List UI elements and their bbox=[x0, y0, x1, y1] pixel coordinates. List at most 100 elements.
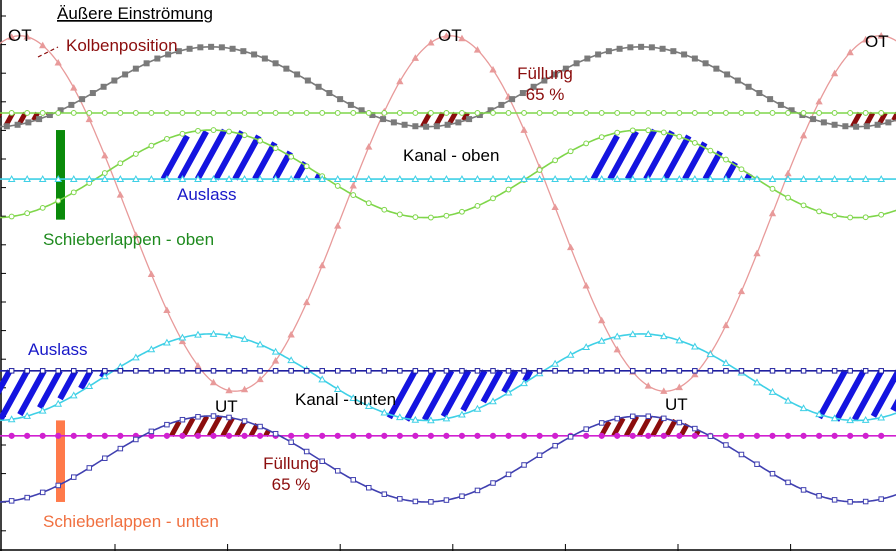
series-point-3 bbox=[210, 127, 217, 133]
series-point-2 bbox=[381, 110, 388, 116]
series-point-6 bbox=[24, 368, 30, 374]
series-point-1 bbox=[218, 44, 225, 51]
series-point-0 bbox=[877, 32, 885, 39]
series-point-5 bbox=[706, 350, 715, 358]
series-point-7 bbox=[427, 432, 434, 439]
hatch-auslass-unten bbox=[37, 369, 63, 410]
series-point-1 bbox=[691, 55, 698, 62]
series-point-4 bbox=[473, 175, 482, 182]
series-point-6 bbox=[847, 368, 853, 374]
hatch-auslass-oben bbox=[662, 134, 692, 181]
series-point-7 bbox=[55, 432, 62, 439]
series-point-6 bbox=[366, 368, 372, 374]
series-point-8 bbox=[583, 426, 589, 432]
series-point-6 bbox=[723, 368, 729, 374]
series-point-6 bbox=[536, 368, 543, 374]
series-point-3 bbox=[862, 214, 869, 221]
series-point-0 bbox=[101, 151, 109, 159]
series-point-3 bbox=[288, 153, 295, 160]
series-point-8 bbox=[552, 442, 558, 449]
series-point-1 bbox=[165, 51, 172, 58]
series-point-6 bbox=[785, 368, 791, 374]
series-point-3 bbox=[490, 195, 496, 202]
hatch-fuellung-unten bbox=[664, 418, 678, 438]
series-point-5 bbox=[23, 412, 32, 419]
series-point-8 bbox=[769, 470, 776, 477]
series-point-3 bbox=[396, 211, 403, 218]
series-point-1 bbox=[584, 55, 591, 62]
series-point-8 bbox=[148, 428, 155, 435]
series-point-8 bbox=[692, 425, 698, 432]
series-point-8 bbox=[707, 433, 714, 439]
series-point-6 bbox=[552, 368, 558, 374]
series-point-4 bbox=[302, 175, 311, 182]
series-point-0 bbox=[147, 270, 156, 278]
series-point-7 bbox=[552, 432, 559, 439]
series-point-2 bbox=[8, 110, 15, 116]
hatch-auslass-unten bbox=[816, 369, 848, 420]
series-point-4 bbox=[520, 175, 528, 182]
series-point-7 bbox=[241, 432, 248, 439]
series-point-7 bbox=[474, 432, 481, 439]
series-point-7 bbox=[489, 432, 497, 439]
series-point-5 bbox=[815, 410, 823, 418]
series-point-3 bbox=[70, 189, 77, 196]
series-point-4 bbox=[54, 175, 63, 182]
series-point-8 bbox=[210, 413, 217, 419]
series-point-3 bbox=[303, 163, 310, 170]
series-point-4 bbox=[628, 175, 637, 182]
hatch-auslass-unten bbox=[833, 369, 867, 422]
series-point-4 bbox=[147, 175, 156, 182]
series-point-6 bbox=[71, 368, 77, 374]
series-point-5 bbox=[395, 413, 404, 421]
hatch-fuellung-unten bbox=[624, 415, 640, 438]
series-point-4 bbox=[877, 175, 886, 182]
series-point-2 bbox=[707, 110, 714, 116]
series-point-2 bbox=[319, 110, 326, 116]
series-point-7 bbox=[319, 432, 326, 439]
series-point-4 bbox=[815, 175, 823, 182]
series-point-2 bbox=[412, 110, 419, 116]
series-point-6 bbox=[769, 368, 776, 374]
series-point-3 bbox=[427, 214, 434, 221]
hatch-auslass-oben bbox=[252, 141, 278, 181]
series-point-6 bbox=[583, 368, 589, 374]
series-point-5 bbox=[271, 347, 280, 355]
series-point-0 bbox=[318, 261, 326, 269]
hatch-regions bbox=[0, 111, 896, 438]
series-point-4 bbox=[411, 175, 420, 182]
series-point-8 bbox=[831, 497, 838, 503]
series-point-3 bbox=[459, 208, 465, 215]
hatch-auslass-unten bbox=[0, 369, 30, 421]
series-point-3 bbox=[769, 185, 776, 192]
series-point-1 bbox=[186, 45, 193, 52]
series-point-3 bbox=[645, 127, 652, 134]
series-point-8 bbox=[847, 499, 853, 505]
series-point-3 bbox=[101, 170, 108, 176]
series-point-2 bbox=[148, 110, 155, 116]
series-point-2 bbox=[427, 110, 434, 116]
series-point-4 bbox=[7, 175, 16, 182]
series-point-2 bbox=[257, 110, 263, 116]
series-point-1 bbox=[734, 77, 741, 84]
series-point-8 bbox=[490, 480, 496, 486]
series-point-1 bbox=[638, 43, 645, 50]
series-point-8 bbox=[241, 418, 248, 424]
series-layer bbox=[0, 32, 896, 505]
hatch-auslass-unten bbox=[522, 369, 534, 383]
series-point-4 bbox=[489, 175, 497, 182]
series-point-1 bbox=[455, 119, 462, 126]
hatch-auslass-oben bbox=[177, 130, 209, 181]
series-point-8 bbox=[567, 434, 574, 440]
series-point-2 bbox=[334, 110, 341, 116]
series-point-1 bbox=[874, 121, 881, 128]
series-point-1 bbox=[423, 123, 430, 130]
series-point-4 bbox=[380, 175, 389, 182]
series-point-7 bbox=[520, 432, 528, 439]
series-point-0 bbox=[458, 34, 466, 42]
hatch-auslass-oben bbox=[272, 150, 293, 181]
hatch-fuellung-unten bbox=[207, 414, 223, 438]
series-point-5 bbox=[784, 396, 792, 404]
series-point-4 bbox=[132, 175, 140, 182]
